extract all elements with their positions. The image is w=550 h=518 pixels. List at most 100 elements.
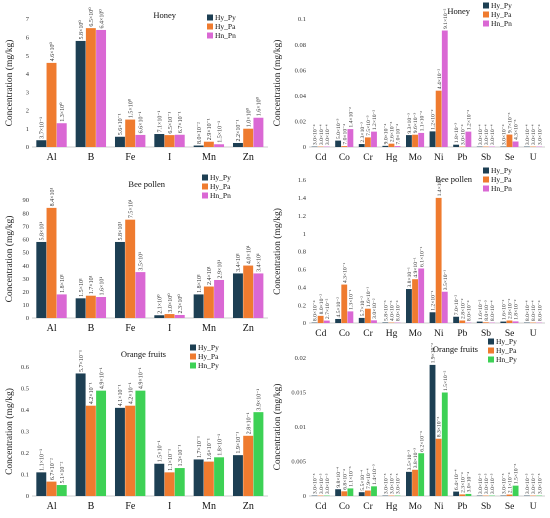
data-label: 3.0×10⁻⁵ (501, 473, 507, 494)
x-tick-label-Cr: Cr (363, 153, 373, 163)
bar-Hy_Pa-Al (46, 481, 57, 496)
bar-Hn_Py-Mn (214, 457, 225, 496)
data-label: 1.6×10⁻¹ (207, 438, 213, 460)
chart-panel-4: 0 0.2 0.4 0.6 0.8 1 1.2 1.4 1.6 Concentration (mg… (272, 166, 545, 339)
data-label: 8.0×10⁻⁴ (396, 300, 402, 321)
data-label: 3.0×10⁻⁴ (531, 124, 537, 145)
data-label: 6.6×10⁻¹ (139, 111, 145, 133)
data-label: 3.0×10⁻⁴ (490, 124, 496, 145)
data-label: 4.0×10¹ (246, 245, 252, 264)
legend-swatch-Hy_Py (202, 174, 208, 181)
x-tick-label-Cr: Cr (363, 502, 373, 512)
data-label: 4.2×10⁻¹ (128, 382, 134, 404)
legend-swatch-Hn_Pn (202, 192, 208, 199)
data-label: 5.8×10¹ (118, 222, 124, 241)
data-label: 5.0×10⁻³ (336, 118, 342, 139)
data-label: 2.1×10⁻⁴ (508, 472, 514, 493)
data-label: 8.0×10⁻⁴ (490, 300, 496, 321)
bar-Hy_Py-Hg (382, 145, 389, 147)
data-label: 3.0×10⁻⁴ (484, 124, 490, 145)
legend-entry-Hn_Pn: Hn_Pn (491, 19, 512, 28)
bar-Hy_Pa-I (164, 472, 175, 496)
x-tick-label-Cd: Cd (315, 153, 326, 163)
bar-Hy_Pa-Al (46, 62, 57, 147)
bar-Hy_Pa-B (85, 28, 96, 147)
x-tick-label-Fe: Fe (125, 152, 136, 163)
bar-Hn_Py-Se (512, 485, 519, 496)
data-label: 1.2×10⁻¹ (431, 290, 437, 311)
legend-entry-Hy_Pa: Hy_Pa (491, 175, 512, 184)
chart-title: Honey (153, 10, 176, 20)
bar-Hy_Py-Co (335, 489, 342, 496)
data-label: 8.0×10⁻² (197, 122, 203, 144)
bar-Hy_Py-Fe (114, 407, 125, 496)
legend-swatch-Hy_Py (207, 14, 213, 21)
y-tick-label: 0.2 (21, 450, 29, 457)
data-label: 3.4×10¹ (236, 253, 242, 272)
data-label: 2.2×10⁻¹ (236, 119, 242, 141)
data-label: 1.9×10⁻² (431, 343, 437, 364)
data-label: 9.6×10⁻³ (413, 113, 419, 134)
bar-Hn_Pn-Mn (214, 144, 225, 147)
data-label: 2.6×10⁻³ (390, 121, 396, 142)
y-tick-label: 60 (23, 237, 30, 244)
y-tick-label: 1.6 (298, 177, 307, 184)
legend-swatch-Hy_Pa (190, 353, 196, 360)
x-tick-label-B: B (88, 501, 95, 512)
y-tick-label: 0.04 (295, 93, 307, 100)
y-tick-label: 0.08 (295, 42, 306, 49)
bar-Hy_Pa-Cd (317, 315, 324, 323)
y-tick-label: 0.02 (295, 355, 306, 362)
bar-Hn_Pn-Se (512, 141, 519, 147)
legend-entry-Hn_Py: Hn_Py (198, 361, 219, 370)
data-label: 3.0×10⁻⁵ (313, 473, 319, 494)
x-tick-label-Pb: Pb (457, 329, 467, 339)
x-tick-label-I: I (168, 152, 171, 163)
data-label: 3.0×10⁻⁴ (478, 124, 484, 145)
data-label: 2.8×10⁻² (460, 298, 466, 319)
bar-Hn_Pn-Ni (441, 291, 448, 323)
x-tick-label-Co: Co (339, 329, 350, 339)
data-label: 4.1×10⁻¹ (118, 384, 124, 406)
data-label: 1.8×10¹ (197, 274, 203, 293)
bar-Hy_Pa-Zn (243, 435, 254, 496)
bar-Hy_Pa-Pb (459, 320, 466, 323)
data-label: 3.0×10⁻⁴ (537, 124, 543, 145)
bar-Hy_Pa-Mn (203, 286, 214, 318)
data-label: 7.1×10⁻¹ (158, 110, 164, 132)
legend-swatch-Hy_Pa (202, 183, 208, 190)
data-label: 1.6×10¹ (99, 277, 105, 296)
y-tick-label: 7 (26, 16, 30, 23)
data-label: 6.5×10⁻¹ (168, 112, 174, 134)
bar-Hy_Py-Co (335, 140, 342, 147)
bar-Hy_Py-Al (36, 472, 47, 496)
bar-Hy_Pa-I (164, 135, 175, 147)
data-label: 2.3×10⁻³ (360, 122, 366, 143)
bar-Hn_Pn-B (96, 297, 107, 318)
x-tick-label-B: B (88, 323, 95, 334)
bar-Hy_Pa-Mo (412, 134, 418, 147)
bar-Hy_Pa-Co (341, 491, 348, 496)
bar-Hy_Pa-Cr (364, 490, 371, 496)
data-label: 4.3×10⁻¹ (342, 262, 348, 283)
y-axis-label: Concentration (mg/kg) (272, 384, 283, 471)
y-tick-label: 4 (26, 71, 30, 78)
bar-Hn_Pn-B (96, 29, 107, 147)
data-label: 5.8×10¹ (40, 222, 46, 241)
data-label: 1.8×10⁻³ (454, 123, 460, 144)
bar-Hn_Pn-Ni (441, 30, 448, 147)
legend-entry-Hn_Pn: Hn_Pn (210, 191, 231, 200)
data-label: 4.3×10⁻³ (514, 119, 520, 140)
data-label: 8.0×10⁻⁴ (531, 300, 537, 321)
bar-Hn_Py-Fe (135, 390, 146, 496)
bar-Hy_Py-Cr (358, 144, 365, 147)
bar-Hn_Pn-Cr (371, 131, 377, 147)
y-axis-label: Concentration (mg/kg) (4, 40, 15, 127)
bar-Hy_Py-Mn (193, 459, 204, 496)
data-label: 3.0×10⁻⁴ (313, 124, 319, 145)
bar-Hn_Pn-I (174, 134, 185, 147)
data-label: 1.2×10⁻² (431, 109, 437, 130)
data-label: 5.8×10⁻³ (383, 300, 389, 321)
x-tick-label-Co: Co (339, 502, 350, 512)
x-tick-label-Sb: Sb (481, 329, 491, 339)
